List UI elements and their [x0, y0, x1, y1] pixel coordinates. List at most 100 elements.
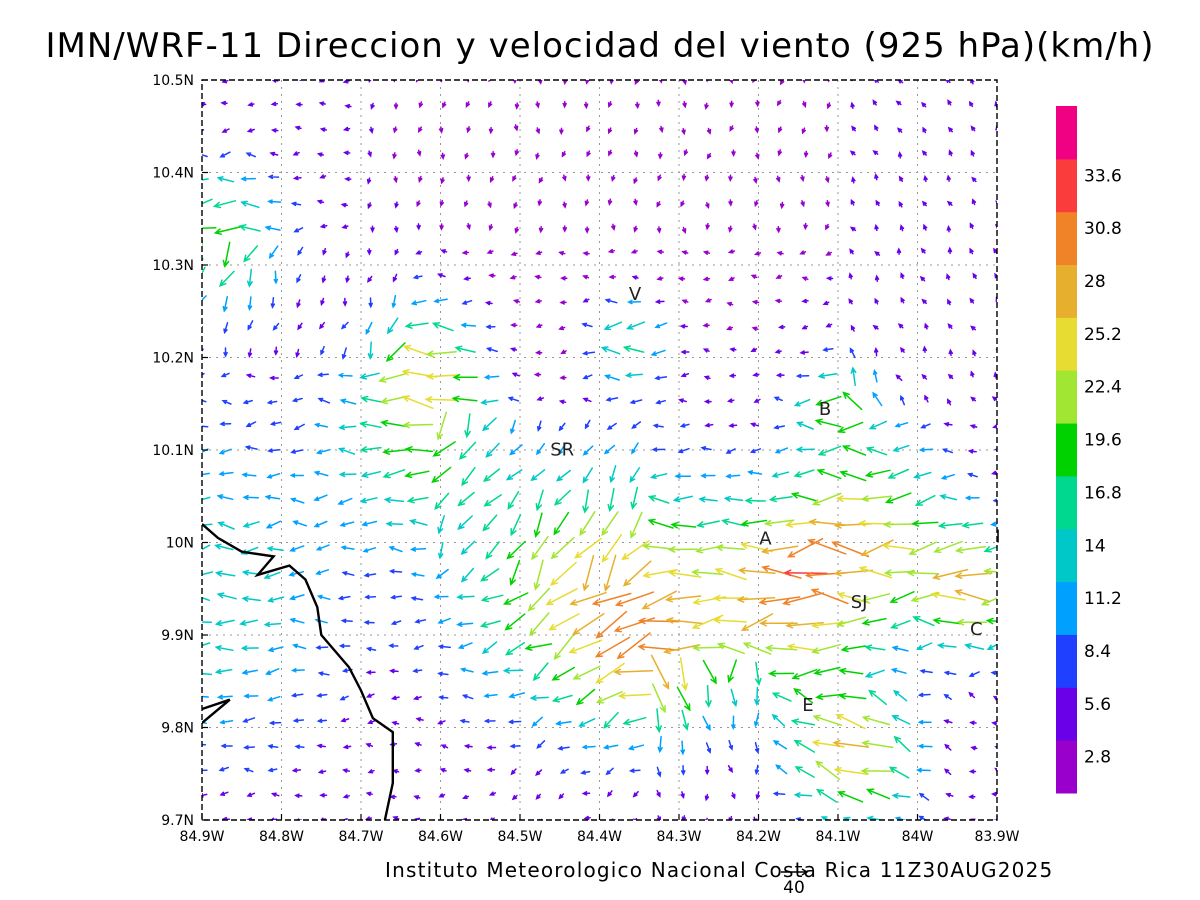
- wind-vector: [394, 201, 399, 209]
- wind-vector: [801, 298, 809, 304]
- wind-vector: [392, 152, 397, 160]
- wind-vector: [202, 695, 209, 698]
- wind-vector: [313, 470, 329, 477]
- wind-vector: [512, 299, 521, 304]
- wind-vector: [293, 227, 304, 233]
- wind-vector: [795, 421, 814, 430]
- x-axis-ticks: 84.9W 84.8W 84.7W 84.6W 84.5W 84.4W 84.3W 84.2W…: [179, 814, 1020, 845]
- wind-vector: [340, 618, 353, 624]
- wind-vector: [219, 421, 232, 427]
- wind-vector: [726, 398, 735, 403]
- wind-vector: [485, 541, 500, 560]
- wind-vector: [457, 642, 473, 649]
- wind-vector: [223, 322, 229, 335]
- wind-vector: [345, 275, 350, 284]
- wind-vector: [554, 720, 572, 726]
- wind-vector: [267, 744, 279, 749]
- wind-vector: [367, 202, 372, 210]
- wind-vector: [607, 248, 616, 254]
- wind-vector: [217, 521, 235, 530]
- wind-vector: [510, 251, 518, 257]
- wind-vector: [535, 127, 541, 135]
- wind-vector: [504, 613, 526, 631]
- wind-vector: [461, 250, 470, 255]
- wind-vector: [438, 793, 446, 798]
- wind-vector: [860, 495, 893, 502]
- wind-vector: [509, 347, 518, 352]
- wind-vector: [655, 399, 666, 405]
- wind-vector: [918, 792, 930, 801]
- wind-vector: [265, 668, 280, 675]
- wind-vector: [900, 296, 905, 304]
- wind-vector: [202, 153, 208, 158]
- wind-vector: [457, 515, 473, 530]
- wind-vector: [850, 101, 855, 109]
- colorbar-label: 2.8: [1084, 748, 1111, 768]
- wind-vector: [433, 298, 448, 304]
- wind-vector: [342, 768, 351, 773]
- wind-vector: [359, 372, 380, 380]
- wind-vector: [602, 744, 619, 750]
- wind-vector: [753, 398, 761, 403]
- wind-vector: [267, 448, 281, 453]
- wind-vector: [970, 125, 976, 132]
- wind-vector: [790, 492, 818, 502]
- wind-vector: [704, 817, 709, 820]
- wind-vector: [213, 226, 241, 235]
- wind-vector: [510, 514, 522, 537]
- wind-vector: [682, 80, 687, 86]
- wind-vector: [243, 245, 259, 263]
- wind-vector: [630, 486, 639, 510]
- wind-vector: [424, 396, 458, 403]
- wind-vector: [584, 226, 590, 234]
- wind-vector: [606, 790, 613, 798]
- wind-vector: [799, 250, 807, 255]
- wind-vector: [633, 817, 638, 820]
- wind-vector: [584, 199, 590, 207]
- wind-vector: [799, 350, 809, 355]
- wind-vector: [290, 692, 304, 698]
- wind-vector: [488, 126, 494, 135]
- wind-vector: [923, 223, 928, 231]
- colorbar-segment: [1056, 740, 1077, 794]
- wind-vector: [535, 769, 543, 776]
- wind-vector: [872, 150, 879, 156]
- wind-vector: [582, 274, 590, 280]
- wind-vector: [581, 350, 596, 356]
- colorbar-segment: [1056, 317, 1077, 371]
- wind-vector: [691, 644, 725, 652]
- wind-vector: [943, 768, 952, 776]
- wind-vector: [247, 296, 253, 312]
- wind-vector: [750, 347, 758, 352]
- wind-vector: [437, 273, 446, 278]
- wind-vector: [451, 395, 478, 403]
- wind-vector: [908, 541, 937, 556]
- wind-vector: [463, 276, 471, 281]
- wind-vector: [614, 591, 655, 607]
- wind-vector: [338, 643, 351, 649]
- wind-vector: [760, 545, 799, 555]
- wind-vector: [816, 468, 842, 480]
- wind-vector: [338, 471, 357, 478]
- wind-vector: [524, 643, 553, 651]
- wind-vector: [753, 712, 760, 728]
- wind-vector: [702, 348, 710, 353]
- wind-vector: [705, 201, 710, 209]
- wind-vector: [558, 399, 567, 405]
- wind-vector: [415, 717, 424, 722]
- wind-vector: [613, 668, 654, 676]
- wind-vector: [551, 666, 576, 681]
- wind-vector: [268, 375, 279, 381]
- wind-vector: [202, 266, 206, 275]
- x-tick-label: 84.2W: [736, 829, 781, 845]
- colorbar-label: 11.2: [1084, 589, 1122, 609]
- wind-vector: [622, 560, 652, 587]
- wind-vector: [460, 567, 475, 583]
- wind-vector: [691, 569, 724, 576]
- wind-vector: [456, 621, 474, 627]
- wind-vector: [861, 715, 891, 726]
- wind-vector: [393, 225, 399, 234]
- wind-vector: [678, 398, 687, 403]
- wind-vector: [507, 490, 520, 510]
- wind-vector: [582, 445, 594, 456]
